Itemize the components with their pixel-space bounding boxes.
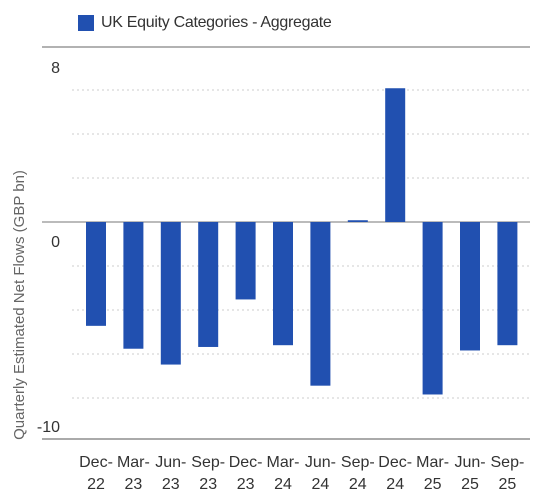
bar-jun-25 xyxy=(460,222,480,351)
bar-mar-23 xyxy=(123,222,144,349)
x-ticks: Dec-22Mar-23Jun-23Sep-23Dec-23Mar-24Jun-… xyxy=(79,454,524,493)
bar-sep-25 xyxy=(497,222,518,346)
x-tick-label: Dec-24 xyxy=(378,454,412,493)
x-tick-label: Sep-25 xyxy=(491,454,525,493)
y-tick-label: 8 xyxy=(51,60,60,77)
bar-jun-23 xyxy=(160,222,181,365)
y-tick-label: 0 xyxy=(51,234,60,251)
x-tick-label: Jun-23 xyxy=(155,454,186,493)
legend-swatch xyxy=(78,15,94,31)
bar-dec-23 xyxy=(235,222,256,300)
bars xyxy=(86,88,518,395)
x-tick-label: Dec-23 xyxy=(229,454,263,493)
bar-jun-24 xyxy=(310,222,331,386)
x-tick-label: Sep-24 xyxy=(341,454,375,493)
bar-sep-23 xyxy=(198,222,219,347)
x-tick-label: Jun-25 xyxy=(454,454,485,493)
y-ticks: 8 0 -10 xyxy=(37,60,60,436)
bar-mar-24 xyxy=(273,222,293,346)
y-tick-label: -10 xyxy=(37,419,60,436)
bar-dec-22 xyxy=(86,222,106,326)
legend-label: UK Equity Categories - Aggregate xyxy=(101,14,332,31)
x-tick-label: Jun-24 xyxy=(305,454,336,493)
x-tick-label: Sep-23 xyxy=(191,454,225,493)
x-tick-label: Mar-25 xyxy=(416,454,449,493)
x-tick-label: Mar-24 xyxy=(267,454,300,493)
bar-dec-24 xyxy=(385,88,406,223)
grid-lines xyxy=(42,46,530,440)
bar-mar-25 xyxy=(422,222,443,395)
x-tick-label: Mar-23 xyxy=(117,454,150,493)
legend: UK Equity Categories - Aggregate xyxy=(78,14,332,32)
y-axis-label: Quarterly Estimated Net Flows (GBP bn) xyxy=(11,170,28,440)
x-tick-label: Dec-22 xyxy=(79,454,113,493)
bar-sep-24 xyxy=(347,220,368,222)
